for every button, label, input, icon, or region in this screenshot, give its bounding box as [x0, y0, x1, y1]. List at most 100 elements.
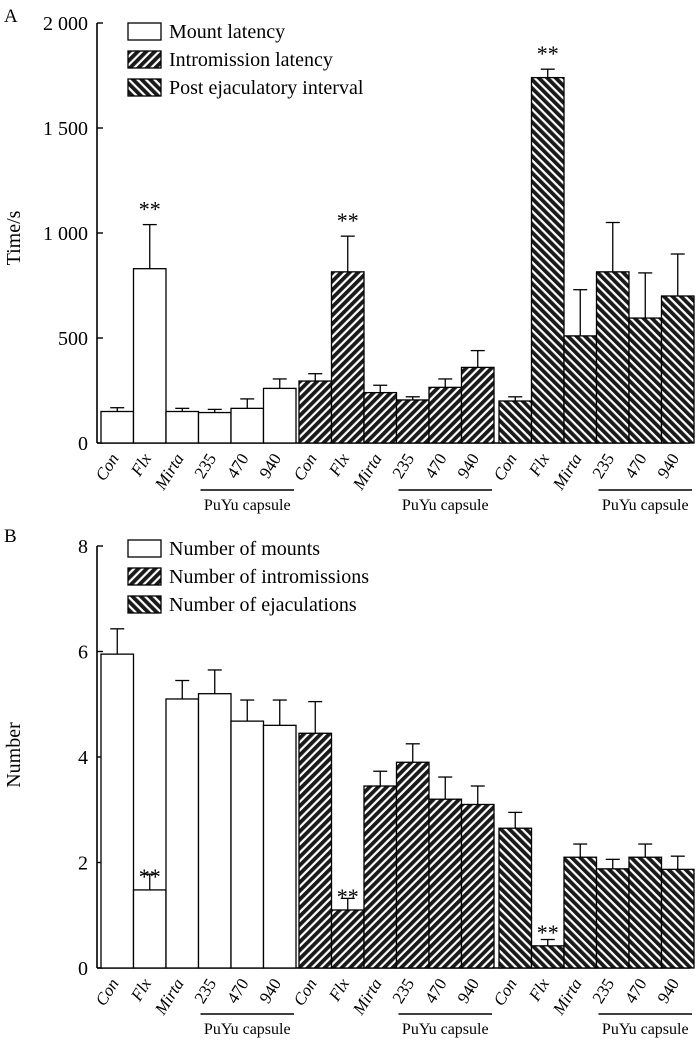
y-tick-label: 2 000	[43, 13, 88, 35]
legend-swatch-fwd	[127, 50, 162, 69]
bar-fwd-470	[428, 386, 463, 444]
y-tick-label: 0	[78, 433, 88, 455]
bar-back-940	[660, 868, 695, 969]
x-category-label: Mirta	[150, 975, 187, 1019]
panel-b-letter: B	[4, 526, 17, 547]
x-category-label: Mirta	[348, 450, 385, 494]
bar-back-235	[595, 868, 630, 969]
significance-marker: **	[537, 920, 559, 945]
x-category-label: Flx	[126, 975, 155, 1006]
x-category-label: 235	[589, 450, 619, 482]
significance-marker: **	[337, 884, 359, 909]
panel-a-ylabel: Time/s	[3, 210, 25, 265]
x-category-label: 940	[454, 975, 484, 1007]
x-category-label: Flx	[324, 975, 353, 1006]
legend-swatch-back	[127, 78, 162, 97]
bar-white-235	[197, 693, 232, 969]
bar-white-con	[100, 653, 135, 969]
bar-back-mirta	[563, 856, 598, 969]
x-category-label: 235	[191, 975, 221, 1007]
group-label: PuYu capsule	[602, 1021, 689, 1038]
bar-fwd-235	[395, 399, 430, 444]
x-category-label: 470	[421, 975, 451, 1007]
legend-label: Number of ejaculations	[169, 594, 357, 616]
panel-a-y-ticks: 0 500 1 000 1 500 2 000	[43, 13, 103, 455]
x-category-label: Con	[92, 450, 123, 484]
significance-marker: **	[139, 864, 161, 889]
panel-a-letter: A	[4, 6, 18, 27]
x-category-label: Flx	[524, 975, 553, 1006]
x-category-label: 470	[421, 450, 451, 482]
legend-label: Post ejaculatory interval	[169, 77, 364, 99]
x-category-label: Mirta	[548, 450, 585, 494]
y-tick-label: 6	[78, 642, 88, 664]
panel-b-y-ticks: 0 2 4 6 8	[78, 536, 103, 980]
group-label: PuYu capsule	[602, 497, 689, 514]
panel-a-bars: ** ** **	[100, 41, 695, 444]
x-category-label: 940	[654, 975, 684, 1007]
bar-fwd-470	[428, 798, 463, 969]
bar-fwd-235	[395, 761, 430, 969]
bar-back-470	[628, 317, 663, 444]
legend-label: Number of intromissions	[169, 566, 369, 588]
group-label: PuYu capsule	[204, 1021, 291, 1038]
bar-fwd-flx	[330, 271, 365, 444]
x-category-label: 940	[256, 975, 286, 1007]
x-category-label: Flx	[324, 450, 353, 481]
bar-fwd-con	[298, 380, 333, 444]
bar-back-con	[498, 827, 533, 969]
bar-back-470	[628, 856, 663, 969]
legend-label: Intromission latency	[169, 49, 333, 71]
bar-fwd-940	[460, 366, 495, 444]
x-category-label: 470	[621, 450, 651, 482]
x-category-label: 470	[223, 450, 253, 482]
bar-white-940	[262, 387, 297, 444]
bar-back-flx	[530, 945, 565, 969]
y-tick-label: 500	[58, 328, 88, 350]
x-category-label: Con	[290, 975, 321, 1009]
x-category-label: Con	[490, 975, 521, 1009]
legend-swatch-back	[127, 595, 162, 614]
bar-fwd-mirta	[363, 785, 398, 969]
x-category-label: 470	[621, 975, 651, 1007]
x-category-label: 940	[256, 450, 286, 482]
y-tick-label: 1 500	[43, 118, 88, 140]
bar-back-flx	[530, 76, 565, 444]
bar-fwd-mirta	[363, 391, 398, 444]
x-category-label: Con	[290, 450, 321, 484]
bar-white-mirta	[165, 410, 200, 444]
group-label: PuYu capsule	[402, 497, 489, 514]
bar-fwd-flx	[330, 909, 365, 969]
bar-white-con	[100, 410, 135, 444]
bar-fwd-940	[460, 803, 495, 969]
x-category-label: Con	[490, 450, 521, 484]
significance-marker: **	[337, 208, 359, 233]
group-label: PuYu capsule	[204, 497, 291, 514]
bar-white-470	[230, 407, 265, 444]
legend-swatch-white	[127, 539, 162, 558]
y-tick-label: 4	[78, 747, 88, 769]
bar-back-235	[595, 271, 630, 444]
bar-white-940	[262, 724, 297, 969]
panel-b-legend: Number of mounts Number of intromissions N…	[127, 538, 369, 616]
panel-b-ylabel: Number	[3, 722, 25, 788]
legend-swatch-white	[127, 22, 162, 41]
legend-label: Number of mounts	[169, 538, 320, 560]
x-category-label: Mirta	[348, 975, 385, 1019]
panel-b-bars: ** ** **	[100, 628, 695, 969]
bar-white-mirta	[165, 698, 200, 969]
y-tick-label: 1 000	[43, 223, 88, 245]
x-category-label: 940	[454, 450, 484, 482]
bar-back-con	[498, 400, 533, 444]
legend-swatch-fwd	[127, 567, 162, 586]
x-category-label: Mirta	[150, 450, 187, 494]
bar-white-235	[197, 411, 232, 444]
x-category-label: Con	[92, 975, 123, 1009]
legend-label: Mount latency	[169, 21, 285, 43]
x-category-label: Flx	[524, 450, 553, 481]
